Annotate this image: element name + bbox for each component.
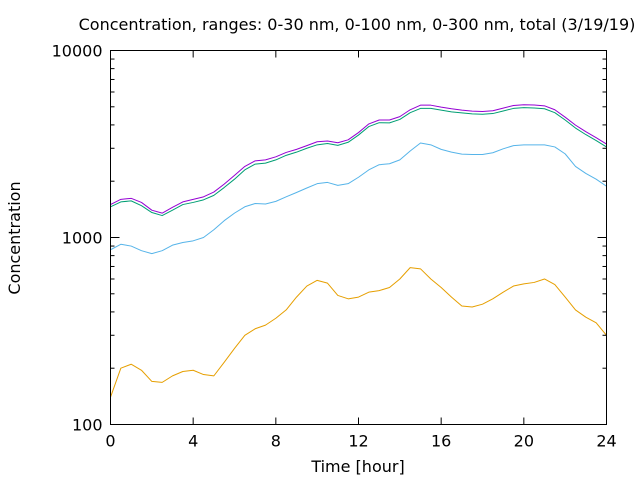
y-axis-label: Concentration	[5, 181, 24, 294]
x-tick-label: 12	[348, 432, 368, 451]
axis-ticks: 0 4 8 12 16 20 24 100 1000 10000	[52, 42, 617, 451]
y-tick-label: 1000	[62, 229, 103, 248]
series-line-1	[110, 267, 607, 398]
x-axis-label: Time [hour]	[310, 457, 404, 476]
series-layer	[110, 104, 607, 398]
series-line-3	[110, 107, 607, 217]
x-tick-label: 24	[596, 432, 616, 451]
series-line-2	[110, 142, 607, 255]
y-tick-label: 10000	[52, 42, 103, 61]
y-tick-label: 100	[72, 416, 103, 435]
x-tick-label: 16	[431, 432, 451, 451]
x-tick-label: 0	[105, 432, 115, 451]
plot-frame	[110, 50, 607, 425]
x-tick-label: 8	[271, 432, 281, 451]
x-tick-label: 20	[514, 432, 534, 451]
series-line-4	[110, 104, 607, 214]
x-tick-label: 4	[188, 432, 198, 451]
chart-title: Concentration, ranges: 0-30 nm, 0-100 nm…	[79, 15, 636, 34]
